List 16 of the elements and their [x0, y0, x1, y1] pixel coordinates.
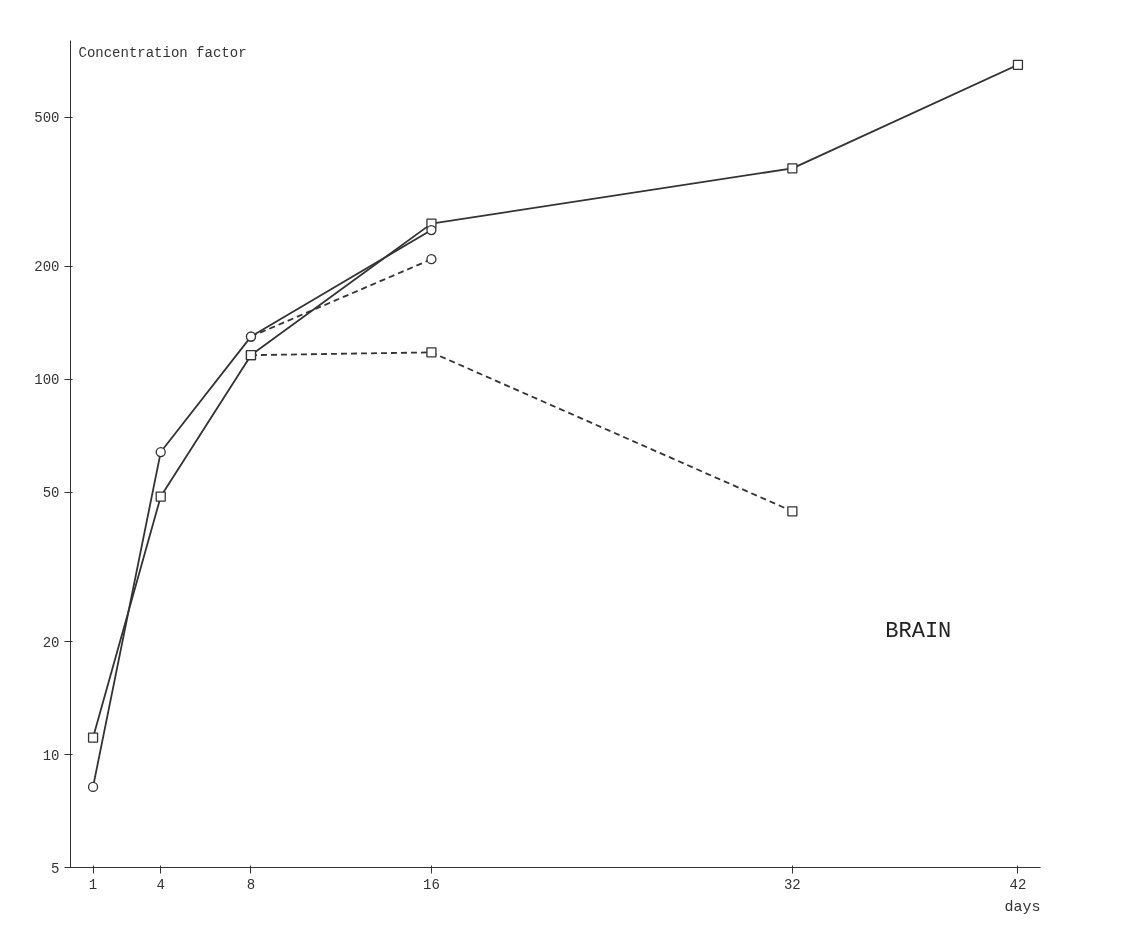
- x-tick-label: 42: [1009, 876, 1027, 893]
- x-axis-title: days: [1004, 898, 1041, 916]
- y-tick-label: 100: [34, 372, 60, 389]
- x-tick-label: 1: [88, 876, 98, 893]
- y-tick-label: 10: [42, 747, 60, 764]
- x-tick-label: 32: [783, 876, 801, 893]
- annotation: BRAIN: [885, 619, 952, 645]
- y-tick-label: 200: [34, 259, 60, 276]
- y-tick-label: 20: [42, 634, 60, 651]
- y-axis-title: Concentration factor: [78, 44, 247, 61]
- x-tick-label: 8: [246, 876, 256, 893]
- x-tick-label: 4: [156, 876, 165, 893]
- x-tick-label: 16: [423, 876, 440, 893]
- y-tick-label: 500: [34, 110, 60, 127]
- y-tick-label: 50: [42, 485, 60, 502]
- y-tick-label: 5: [51, 860, 60, 877]
